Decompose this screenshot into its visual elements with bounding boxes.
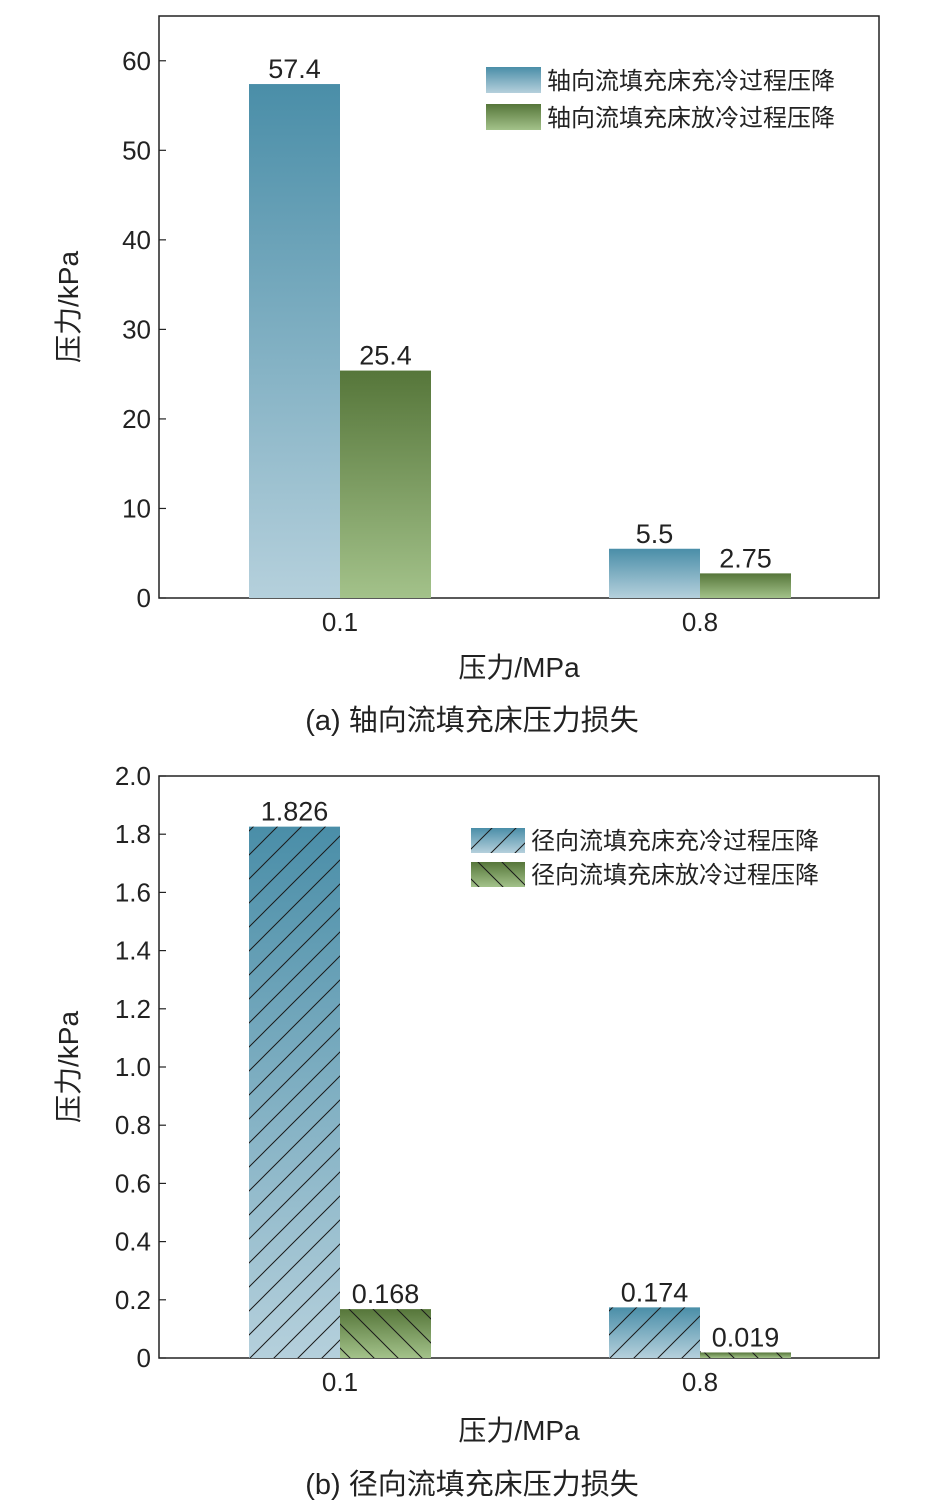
legend-swatch-hatch-charge bbox=[471, 828, 525, 853]
bar-hatch-charge-1 bbox=[609, 1307, 700, 1358]
data-label: 5.5 bbox=[636, 519, 674, 549]
legend-label: 轴向流填充床充冷过程压降 bbox=[547, 68, 835, 95]
y-axis-label: 压力/kPa bbox=[53, 251, 84, 363]
chart-caption: (b) 径向流填充床压力损失 bbox=[305, 1468, 639, 1501]
bar-charge-0 bbox=[249, 84, 340, 598]
x-axis-label: 压力/MPa bbox=[458, 652, 580, 683]
y-tick-label: 0 bbox=[137, 1343, 151, 1373]
y-tick-label: 40 bbox=[122, 225, 151, 255]
y-tick-label: 1.6 bbox=[115, 877, 151, 907]
legend-label: 径向流填充床充冷过程压降 bbox=[531, 828, 819, 855]
x-tick-label: 0.1 bbox=[322, 607, 358, 637]
y-tick-label: 0.2 bbox=[115, 1285, 151, 1315]
chart-a: 0 10 20 30 40 50 60 0.1 0.8 57.4 5.5 25.4 2.75 轴向流填充床… bbox=[53, 15, 880, 737]
y-tick-label: 0.6 bbox=[115, 1168, 151, 1198]
legend-label: 径向流填充床放冷过程压降 bbox=[531, 862, 819, 889]
y-tick-label: 60 bbox=[122, 46, 151, 76]
bar-discharge-1 bbox=[700, 573, 791, 598]
x-tick-label: 0.8 bbox=[682, 607, 718, 637]
bar-charge-1 bbox=[609, 548, 700, 598]
y-axis-label: 压力/kPa bbox=[53, 1011, 84, 1123]
x-tick-label: 0.1 bbox=[322, 1367, 358, 1397]
legend-swatch-hatch-discharge bbox=[471, 862, 525, 887]
data-label: 0.019 bbox=[712, 1322, 780, 1352]
y-tick-label: 30 bbox=[122, 314, 151, 344]
data-label: 0.168 bbox=[352, 1279, 420, 1309]
legend-swatch-discharge bbox=[486, 104, 541, 130]
y-tick-label: 0.4 bbox=[115, 1227, 151, 1257]
y-tick-label: 0.8 bbox=[115, 1110, 151, 1140]
data-label: 57.4 bbox=[268, 54, 321, 84]
bar-discharge-0 bbox=[340, 370, 431, 598]
data-label: 2.75 bbox=[719, 543, 772, 573]
x-tick-label: 0.8 bbox=[682, 1367, 718, 1397]
plot-frame bbox=[158, 15, 880, 599]
x-axis-label: 压力/MPa bbox=[458, 1415, 580, 1446]
chart-caption: (a) 轴向流填充床压力损失 bbox=[305, 704, 639, 737]
data-label: 25.4 bbox=[359, 341, 412, 371]
bar-hatch-discharge-1 bbox=[700, 1352, 791, 1358]
y-tick-label: 1.4 bbox=[115, 936, 151, 966]
y-tick-label: 1.8 bbox=[115, 819, 151, 849]
y-tick-label: 1.2 bbox=[115, 994, 151, 1024]
legend-swatch-charge bbox=[486, 67, 541, 93]
y-tick-label: 2.0 bbox=[115, 761, 151, 791]
data-label: 1.826 bbox=[261, 797, 329, 827]
y-tick-label: 50 bbox=[122, 135, 151, 165]
y-tick-label: 1.0 bbox=[115, 1052, 151, 1082]
y-tick-label: 10 bbox=[122, 493, 151, 523]
y-tick-label: 0 bbox=[137, 583, 151, 613]
data-label: 0.174 bbox=[621, 1277, 689, 1307]
chart-b: 0 0.2 0.4 0.6 0.8 1.0 1.2 1.4 1.6 1.8 2.0 0.1 0.8 1.8… bbox=[53, 761, 880, 1501]
legend-label: 轴向流填充床放冷过程压降 bbox=[547, 105, 835, 132]
y-tick-label: 20 bbox=[122, 404, 151, 434]
bar-hatch-charge-0 bbox=[249, 826, 340, 1358]
bar-hatch-discharge-0 bbox=[340, 1309, 431, 1358]
